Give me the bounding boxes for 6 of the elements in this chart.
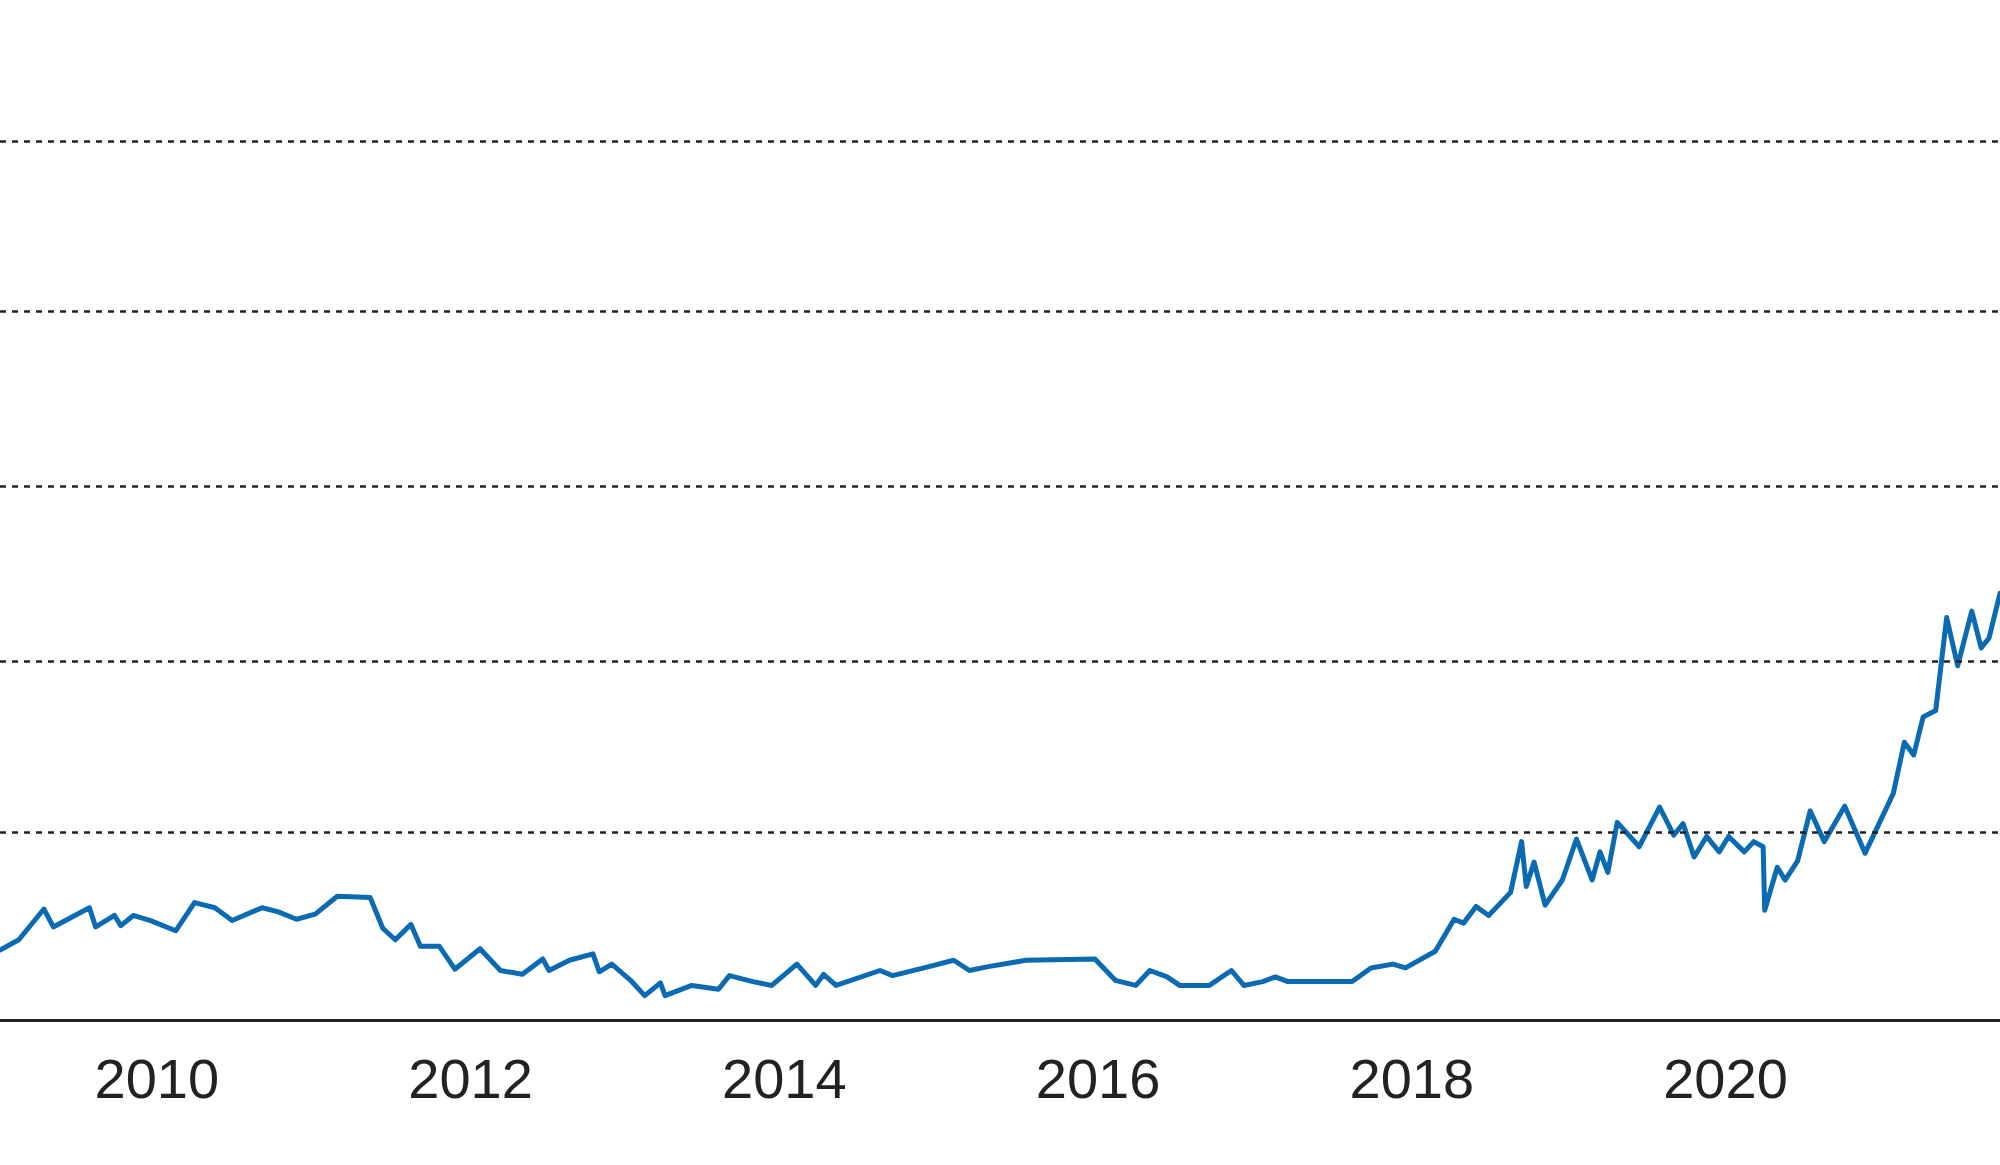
x-tick-label: 2018	[1349, 1046, 1475, 1110]
x-tick-label: 2016	[1035, 1046, 1161, 1110]
x-tick-label: 2012	[408, 1046, 533, 1110]
x-tick-label: 2014	[722, 1046, 847, 1110]
x-tick-label: 2010	[94, 1046, 220, 1110]
x-tick-label: 2020	[1663, 1046, 1788, 1110]
